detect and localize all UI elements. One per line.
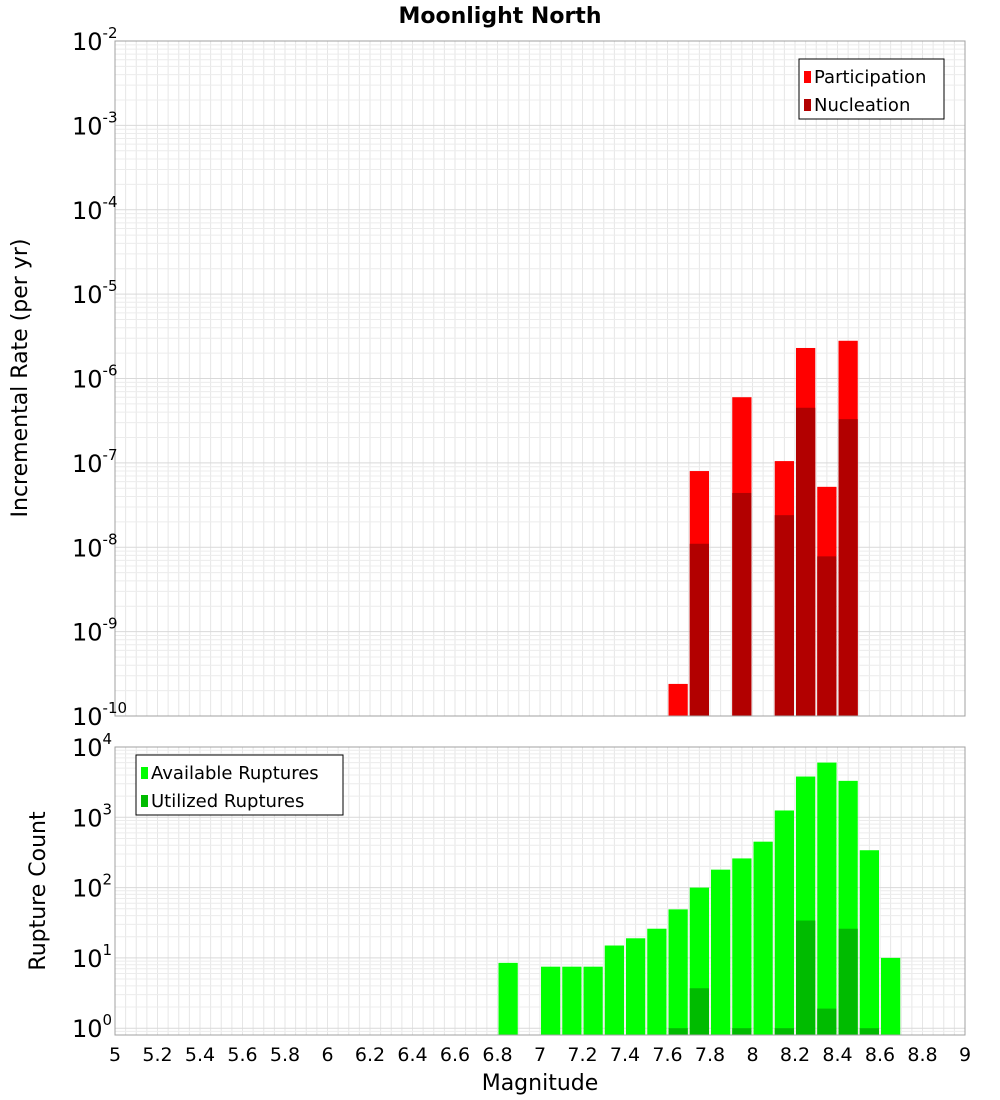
bottom-bar-s2	[796, 920, 816, 1035]
top-bar-s2	[796, 407, 816, 716]
bottom-bar-s1	[668, 909, 688, 1035]
top-legend-box	[798, 58, 945, 120]
x-tick-label: 6.4	[397, 1044, 427, 1066]
bottom-bar-s1	[583, 966, 603, 1035]
bottom-bar-s1	[859, 850, 879, 1035]
x-tick-label: 5.8	[270, 1044, 300, 1066]
top-y-tick-label: 10-5	[72, 277, 118, 309]
bottom-legend-label: Utilized Ruptures	[151, 791, 304, 812]
top-y-tick-label: 10-2	[72, 24, 118, 56]
bottom-legend-box	[135, 754, 344, 816]
x-axis-title: Magnitude	[482, 1071, 599, 1096]
top-bar-s2	[838, 419, 858, 716]
x-tick-label: 6.6	[440, 1044, 470, 1066]
bottom-y-axis-title: Rupture Count	[26, 811, 51, 971]
x-tick-label: 8.4	[822, 1044, 852, 1066]
bottom-bar-s2	[689, 988, 709, 1035]
bottom-bar-s1	[732, 858, 752, 1035]
chart-title: Moonlight North	[398, 4, 601, 29]
bottom-bar-s1	[881, 957, 901, 1035]
top-y-tick-label: 10-7	[72, 446, 118, 478]
x-tick-label: 6	[321, 1044, 333, 1066]
bottom-bar-s2	[668, 1028, 688, 1035]
x-tick-label: 7.6	[652, 1044, 682, 1066]
x-tick-label: 5.2	[142, 1044, 172, 1066]
x-tick-label: 7	[534, 1044, 546, 1066]
x-tick-label: 5.6	[227, 1044, 257, 1066]
top-bar-s1	[668, 683, 688, 716]
x-tick-label: 8.6	[865, 1044, 895, 1066]
bottom-bar-s1	[817, 762, 837, 1035]
bottom-bar-s1	[541, 966, 561, 1035]
top-y-tick-label: 10-10	[72, 699, 127, 731]
top-legend-swatch	[804, 99, 811, 111]
bottom-legend-label: Available Ruptures	[151, 763, 319, 784]
top-y-tick-label: 10-8	[72, 530, 118, 562]
top-bar-s2	[689, 543, 709, 716]
bottom-bar-s1	[604, 945, 624, 1035]
bottom-bar-s2	[817, 1008, 837, 1035]
top-legend-label: Participation	[814, 67, 926, 88]
bottom-y-tick-label: 100	[72, 1011, 112, 1043]
bottom-legend-swatch	[141, 795, 148, 807]
bottom-bar-s1	[626, 938, 646, 1035]
x-tick-label: 8	[746, 1044, 758, 1066]
x-tick-label: 6.2	[355, 1044, 385, 1066]
bottom-y-tick-label: 103	[72, 800, 112, 832]
top-bar-s2	[774, 515, 794, 716]
x-tick-label: 7.4	[610, 1044, 640, 1066]
bottom-bar-s1	[562, 966, 582, 1035]
top-y-tick-label: 10-4	[72, 193, 118, 225]
top-y-tick-label: 10-9	[72, 615, 118, 647]
x-tick-label: 8.8	[907, 1044, 937, 1066]
bottom-y-tick-label: 102	[72, 871, 112, 903]
top-legend-label: Nucleation	[814, 95, 910, 116]
bottom-bar-s1	[647, 928, 667, 1035]
bottom-bar-s1	[774, 810, 794, 1035]
bottom-bar-s2	[838, 928, 858, 1035]
x-tick-label: 9	[959, 1044, 971, 1066]
bottom-bar-s2	[859, 1028, 879, 1035]
top-bar-s2	[817, 556, 837, 716]
top-y-tick-label: 10-6	[72, 362, 118, 394]
bottom-plot-border	[114, 746, 966, 1036]
top-plot-border	[114, 40, 966, 717]
x-tick-label: 5	[109, 1044, 121, 1066]
top-legend-swatch	[804, 71, 811, 83]
x-tick-label: 6.8	[482, 1044, 512, 1066]
bottom-bar-s2	[774, 1028, 794, 1035]
top-y-tick-label: 10-3	[72, 108, 118, 140]
bottom-legend-swatch	[141, 767, 148, 779]
x-tick-label: 8.2	[780, 1044, 810, 1066]
x-tick-label: 7.8	[695, 1044, 725, 1066]
bottom-bar-s2	[732, 1028, 752, 1035]
x-tick-label: 7.2	[567, 1044, 597, 1066]
top-y-axis-title: Incremental Rate (per yr)	[8, 239, 33, 518]
bottom-y-tick-label: 104	[72, 730, 112, 762]
bottom-bar-s1	[711, 869, 731, 1035]
bottom-bar-s1	[498, 962, 518, 1035]
top-bar-s2	[732, 492, 752, 716]
x-tick-label: 5.4	[185, 1044, 215, 1066]
bottom-bar-s1	[753, 841, 773, 1035]
bottom-y-tick-label: 101	[72, 941, 112, 973]
